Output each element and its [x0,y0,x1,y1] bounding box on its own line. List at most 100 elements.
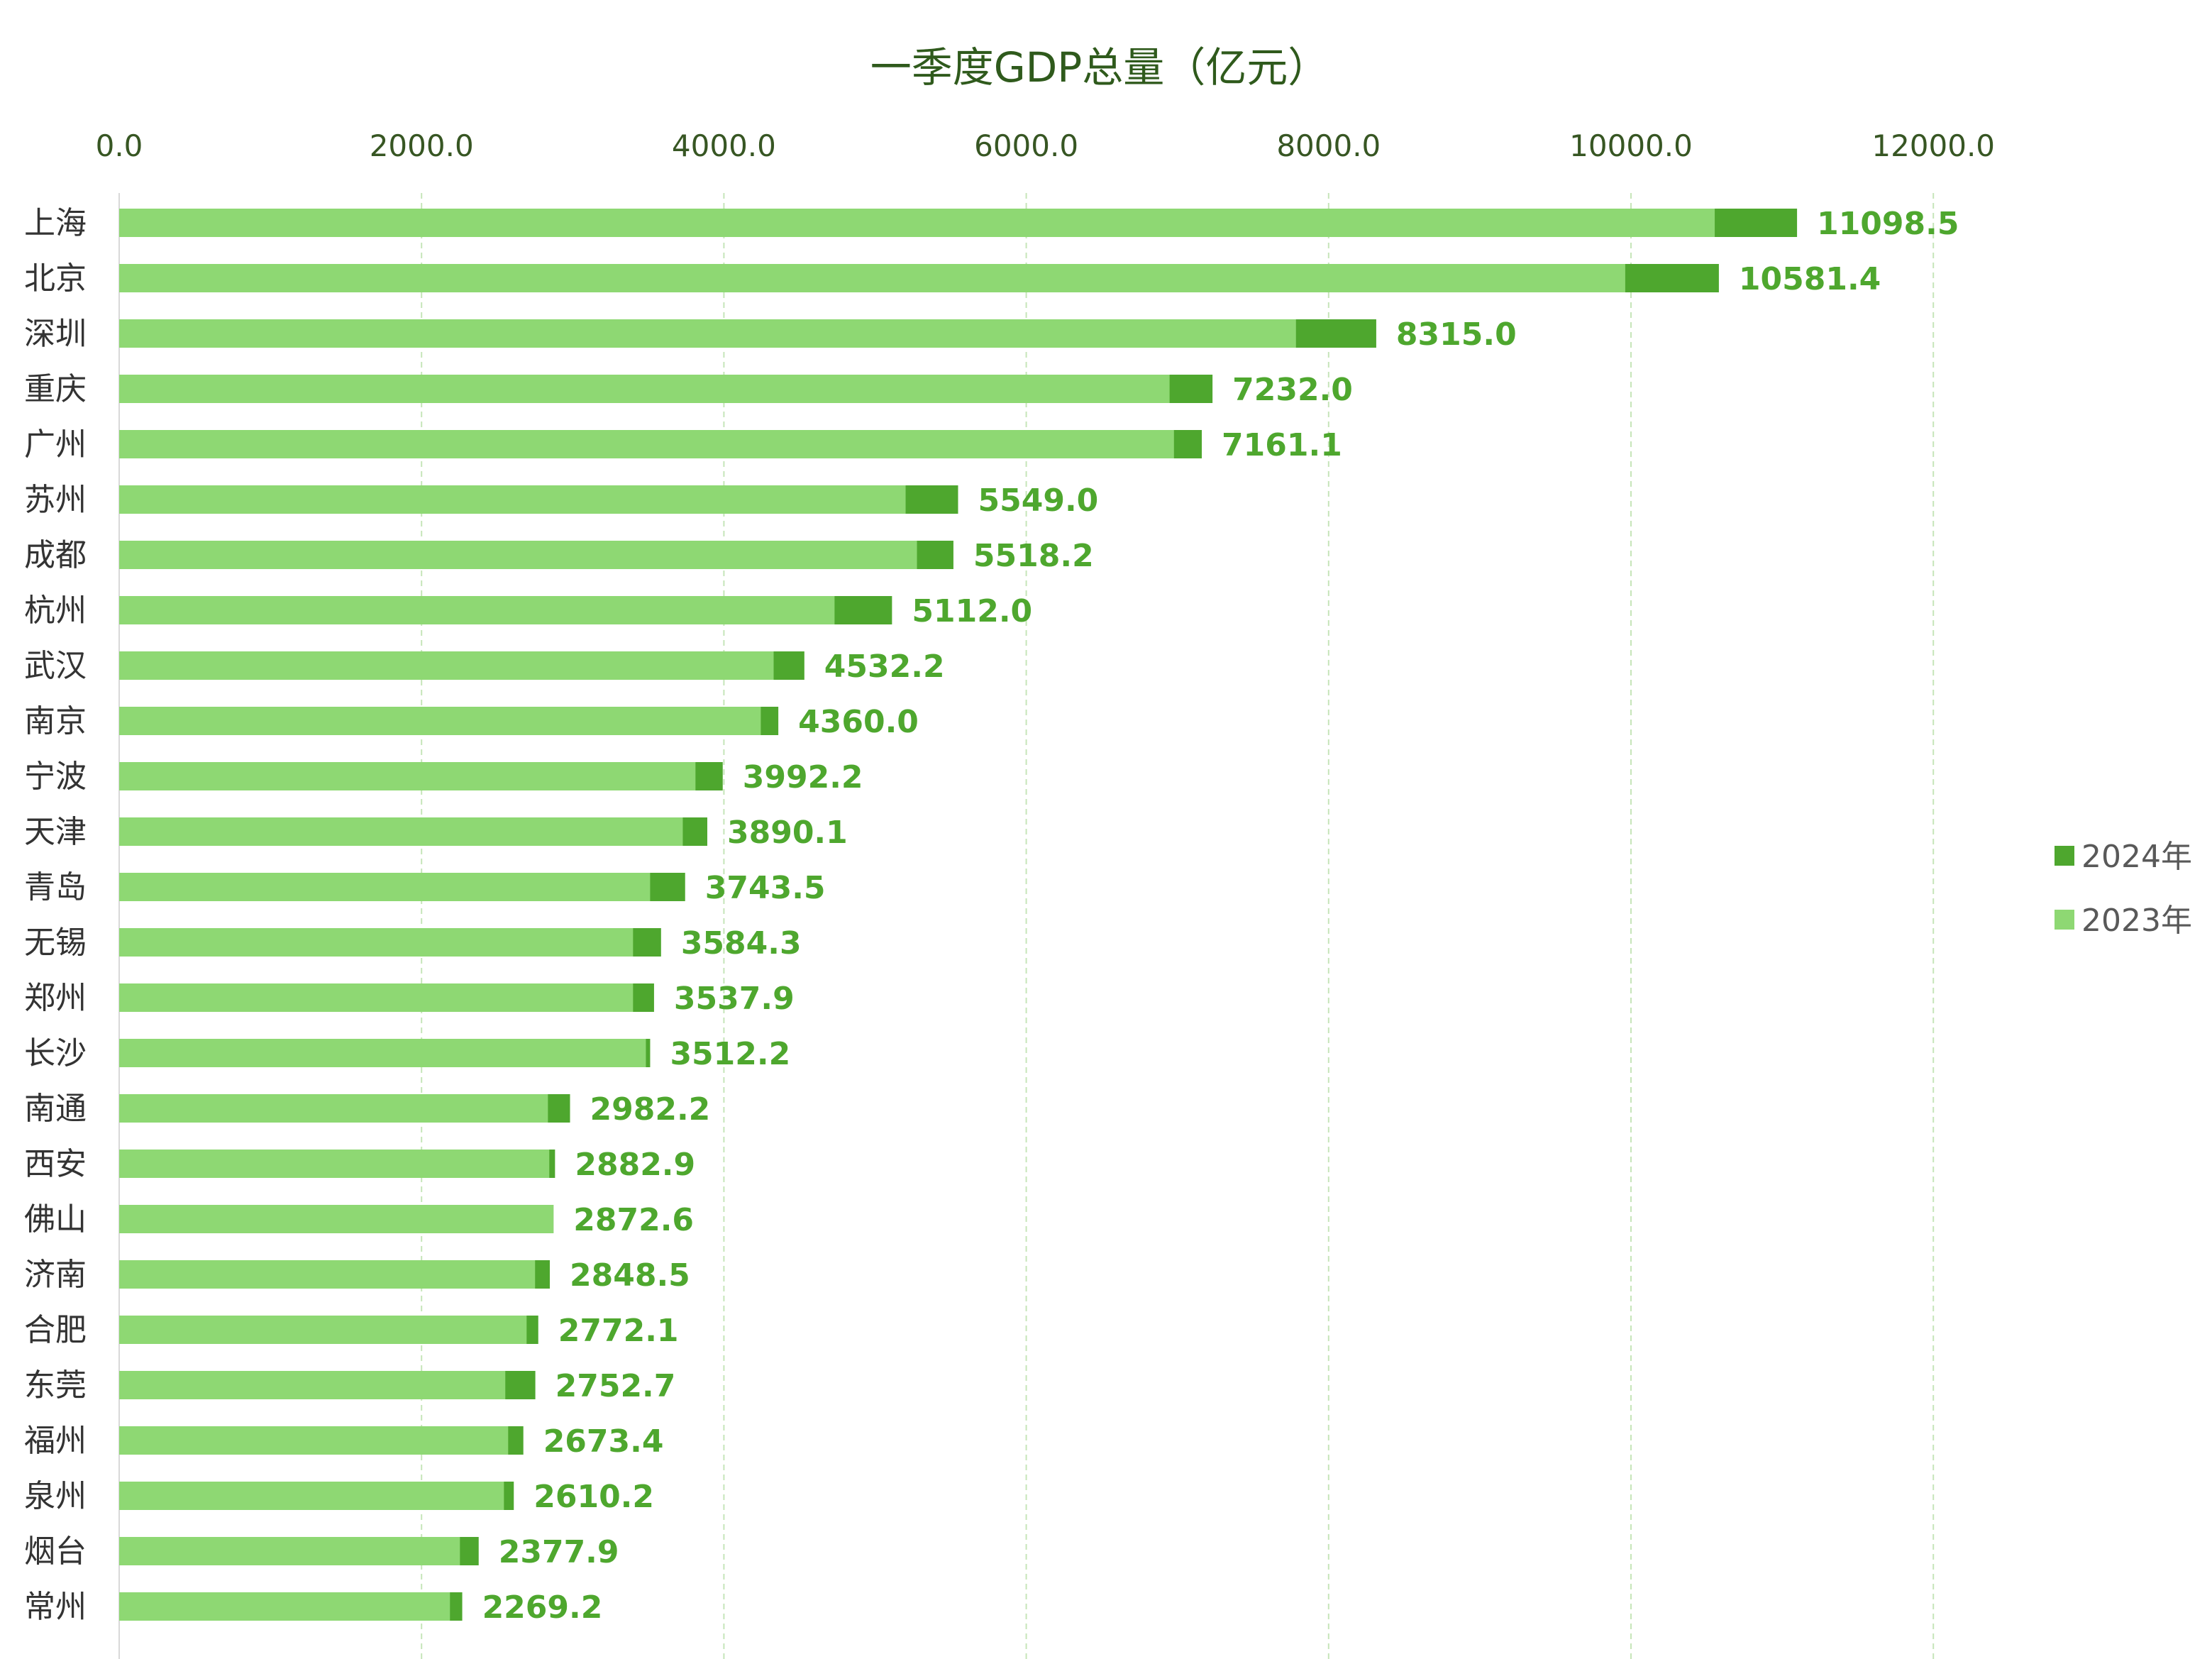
data-label: 2882.9 [575,1147,695,1183]
bar-row: 济南 2848.5 [24,1257,690,1294]
bar-row: 天津 3890.1 [24,814,848,851]
bar-row: 广州 7161.1 [24,426,1342,463]
data-label: 8315.0 [1396,316,1517,353]
bar-2023 [119,1205,554,1233]
bar-row: 宁波 3992.2 [24,759,863,795]
bar-2023 [119,541,917,569]
x-tick-label: 12000.0 [1871,128,1995,163]
legend-swatch [2055,846,2074,866]
category-label: 深圳 [24,316,87,352]
bars: 上海 11098.5 北京 10581.4 深圳 8315.0 重庆 7232.0 广州 7161… [24,205,1959,1626]
category-label: 北京 [24,260,87,297]
data-label: 4360.0 [798,704,919,740]
data-label: 2377.9 [499,1534,619,1570]
bar-2023 [119,873,651,901]
category-label: 杭州 [24,592,87,629]
category-label: 东莞 [24,1367,87,1404]
bar-2023 [119,651,774,680]
bar-2023 [119,1482,504,1510]
bar-2023 [119,1039,646,1067]
data-label: 5112.0 [912,593,1032,629]
category-label: 佛山 [24,1201,87,1238]
category-label: 福州 [24,1423,87,1459]
bar-row: 烟台 2377.9 [24,1533,619,1570]
category-label: 宁波 [24,759,87,795]
data-label: 10581.4 [1739,261,1881,297]
data-label: 3890.1 [727,815,848,851]
bar-row: 东莞 2752.7 [24,1367,675,1404]
bar-2023 [119,1592,450,1621]
bar-row: 北京 10581.4 [24,260,1881,297]
x-tick-label: 6000.0 [974,128,1078,163]
category-label: 苏州 [24,482,87,518]
bar-row: 郑州 3537.9 [24,980,795,1017]
bar-row: 泉州 2610.2 [24,1478,654,1515]
bar-row: 无锡 3584.3 [24,925,802,961]
category-label: 重庆 [24,371,87,407]
bar-row: 上海 11098.5 [24,205,1959,242]
category-label: 天津 [24,814,87,850]
data-label: 3512.2 [670,1036,790,1072]
bar-row: 合肥 2772.1 [24,1312,679,1349]
bar-2023 [119,209,1715,237]
category-label: 无锡 [24,925,87,961]
category-label: 泉州 [24,1478,87,1514]
bar-2023 [119,1094,548,1123]
data-label: 3743.5 [705,870,826,906]
bar-row: 西安 2882.9 [24,1146,695,1183]
category-label: 郑州 [24,980,87,1016]
bar-2023 [119,1537,460,1565]
data-label: 2269.2 [482,1589,603,1626]
data-label: 3992.2 [743,759,863,795]
bar-2023 [119,430,1174,458]
bar-row: 重庆 7232.0 [24,371,1353,408]
category-label: 上海 [24,205,87,241]
bar-2023 [119,1150,550,1178]
data-label: 7232.0 [1232,372,1353,408]
bar-row: 青岛 3743.5 [24,869,826,906]
x-tick-label: 10000.0 [1569,128,1693,163]
bar-2023 [119,596,835,624]
data-label: 5549.0 [978,483,1098,519]
data-label: 5518.2 [973,538,1094,574]
data-label: 7161.1 [1222,427,1342,463]
category-label: 成都 [24,537,87,573]
data-label: 3584.3 [681,925,802,961]
bar-2023 [119,762,696,790]
chart-title: 一季度GDP总量（亿元） [870,43,1329,92]
x-tick-label: 0.0 [96,128,143,163]
x-tick-label: 2000.0 [370,128,474,163]
bar-2023 [119,707,761,735]
bar-2023 [119,1316,527,1344]
bar-2023 [119,983,634,1012]
category-label: 西安 [24,1146,87,1182]
bar-2023 [119,264,1625,292]
data-label: 2752.7 [555,1368,676,1404]
x-tick-label: 8000.0 [1276,128,1381,163]
bar-row: 福州 2673.4 [24,1423,663,1460]
bar-2023 [119,1426,509,1455]
data-label: 2772.1 [558,1313,679,1349]
x-tick-label: 4000.0 [672,128,776,163]
data-label: 2673.4 [543,1423,664,1460]
legend: 2024年 2023年 [2055,839,2192,939]
bar-row: 佛山 2872.6 [24,1201,694,1238]
data-label: 2982.2 [590,1091,711,1128]
bar-2023 [119,1260,536,1289]
data-label: 4532.2 [824,649,945,685]
bar-row: 常州 2269.2 [24,1589,602,1626]
bar-2023 [119,375,1170,403]
bar-row: 成都 5518.2 [24,537,1094,574]
bar-row: 南通 2982.2 [24,1091,710,1128]
legend-label: 2024年 [2081,839,2192,875]
category-label: 广州 [24,426,87,463]
data-label: 2610.2 [533,1479,654,1515]
legend-swatch [2055,910,2074,930]
category-label: 武汉 [24,648,87,684]
legend-label: 2023年 [2081,903,2192,939]
bar-row: 武汉 4532.2 [24,648,945,685]
bar-row: 南京 4360.0 [24,703,919,740]
bar-2023 [119,319,1296,348]
bar-row: 苏州 5549.0 [24,482,1098,519]
